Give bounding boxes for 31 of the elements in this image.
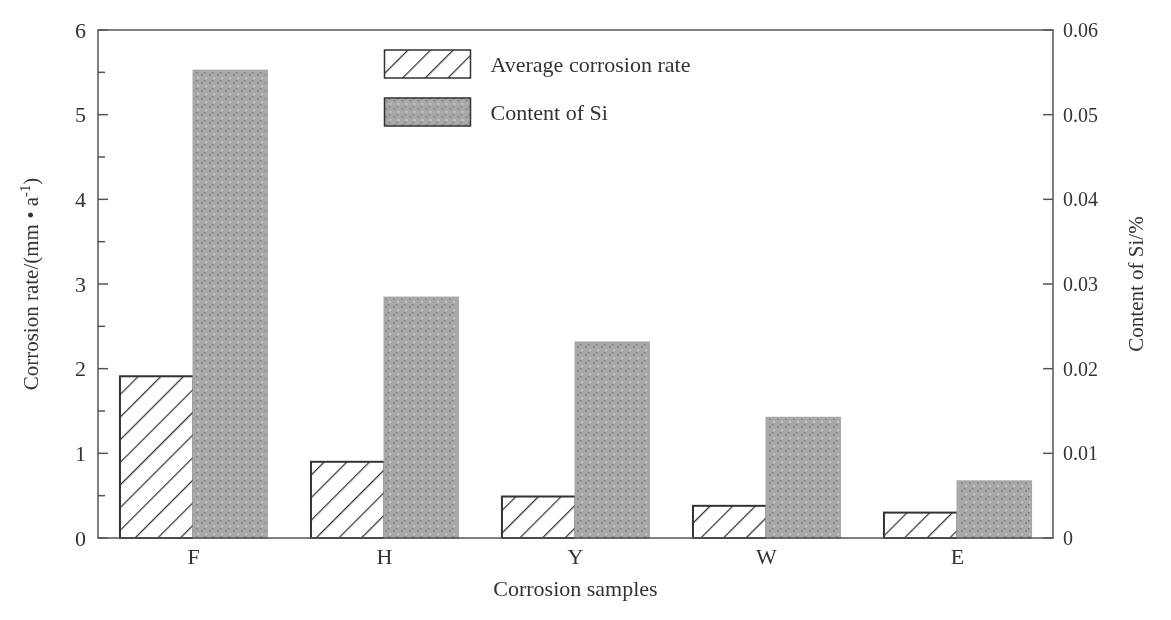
- y-tick-label: 3: [75, 271, 86, 297]
- legend-label: Average corrosion rate: [490, 51, 691, 77]
- legend-label: Content of Si: [490, 99, 608, 125]
- bar: [192, 69, 269, 539]
- y2-tick-label: 0.05: [1063, 103, 1098, 126]
- y-tick-label: 5: [75, 102, 86, 128]
- bar: [691, 504, 768, 539]
- y2-tick-label: 0: [1063, 527, 1073, 549]
- y2-tick-label: 0.04: [1063, 188, 1098, 211]
- y-tick-label: 6: [75, 17, 86, 43]
- y2-tick-label: 0.02: [1063, 357, 1098, 380]
- x-tick-label: F: [187, 544, 200, 569]
- bar: [500, 495, 577, 539]
- y-tick-label: 1: [75, 441, 86, 467]
- x-axis-title: Corrosion samples: [493, 576, 658, 601]
- x-tick-label: E: [950, 544, 965, 569]
- bar: [383, 296, 460, 539]
- bar: [956, 480, 1033, 539]
- bar: [574, 341, 651, 539]
- x-tick-label: H: [376, 544, 393, 569]
- bar: [309, 460, 386, 539]
- y-tick-label: 0: [75, 525, 86, 551]
- x-tick-label: W: [756, 544, 778, 569]
- y-tick-label: 2: [75, 356, 86, 382]
- y2-tick-label: 0.03: [1063, 273, 1098, 295]
- y2-tick-label: 0.01: [1063, 442, 1098, 465]
- y2-axis-title: Content of Si/%: [1124, 216, 1148, 352]
- bar: [765, 416, 842, 539]
- y-tick-label: 4: [75, 187, 86, 213]
- x-tick-label: Y: [567, 544, 584, 569]
- y2-tick-label: 0.06: [1063, 19, 1098, 41]
